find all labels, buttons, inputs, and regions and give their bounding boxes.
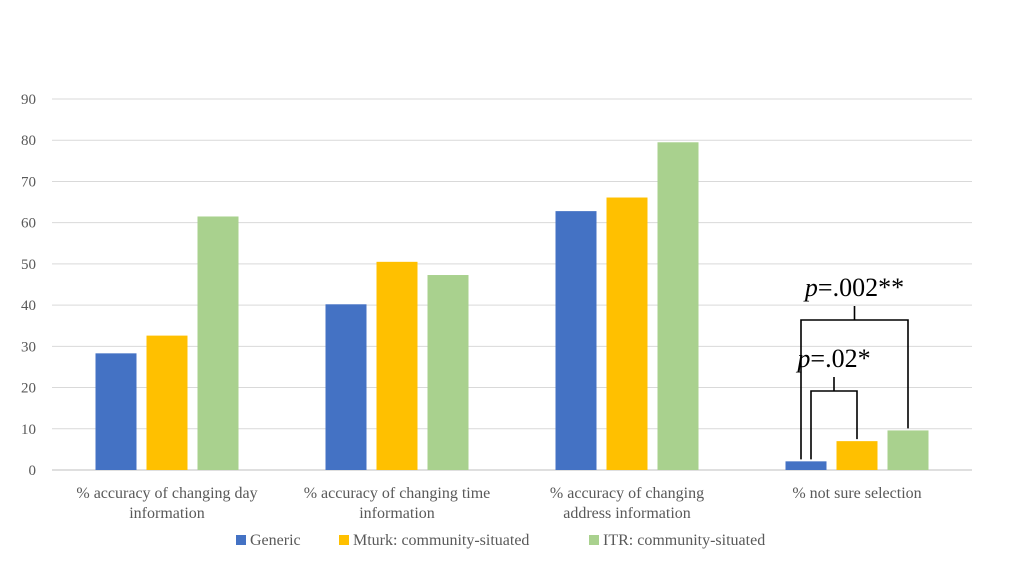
legend-item: Generic	[236, 532, 301, 549]
x-axis-category-labels: % accuracy of changing day information % a…	[76, 485, 921, 522]
y-tick-label: 20	[21, 381, 36, 397]
bar-generic-2	[555, 211, 597, 470]
y-tick-label: 80	[21, 133, 36, 149]
bar-mturk-1	[376, 261, 418, 470]
legend-swatch	[236, 535, 246, 545]
legend-label: Generic	[250, 532, 301, 549]
y-tick-label: 70	[21, 174, 36, 190]
y-tick-label: 60	[21, 216, 36, 232]
p-value-label: p=.02*	[795, 344, 870, 373]
significance-bracket	[800, 306, 909, 460]
significance-bracket	[810, 377, 858, 460]
legend-swatch	[589, 535, 599, 545]
bar-itr-2	[657, 142, 699, 471]
y-tick-label: 50	[21, 257, 36, 273]
y-tick-label: 10	[21, 422, 36, 438]
p-value-label: p=.002**	[803, 273, 904, 302]
bar-generic-0	[95, 353, 137, 470]
legend-swatch	[339, 535, 349, 545]
bar-generic-1	[325, 304, 367, 470]
bar-itr-3	[887, 430, 929, 470]
category-label: % accuracy of changing address informatio…	[550, 485, 704, 522]
category-label: % not sure selection	[792, 485, 921, 502]
bar-itr-0	[197, 216, 239, 470]
y-axis-ticks: 0 10 20 30 40 50 60 70 80 90	[21, 92, 36, 479]
legend-label: Mturk: community-situated	[353, 532, 529, 549]
category-label: % accuracy of changing time information	[304, 485, 491, 522]
category-label: % accuracy of changing day information	[76, 485, 257, 522]
legend: Generic Mturk: community-situated ITR: com…	[236, 532, 765, 549]
significance-annotations: p=.002** p=.02*	[795, 273, 909, 460]
bar-mturk-0	[146, 335, 188, 470]
y-tick-label: 0	[29, 463, 37, 479]
y-tick-label: 30	[21, 339, 36, 355]
bar-itr-1	[427, 275, 469, 470]
y-tick-label: 40	[21, 298, 36, 314]
legend-item: Mturk: community-situated	[339, 532, 529, 549]
bar-mturk-2	[606, 197, 648, 470]
bar-generic-3	[785, 461, 827, 470]
bar-mturk-3	[836, 441, 878, 470]
y-tick-label: 90	[21, 92, 36, 108]
bars	[95, 142, 929, 471]
legend-item: ITR: community-situated	[589, 532, 765, 549]
legend-label: ITR: community-situated	[603, 532, 765, 549]
